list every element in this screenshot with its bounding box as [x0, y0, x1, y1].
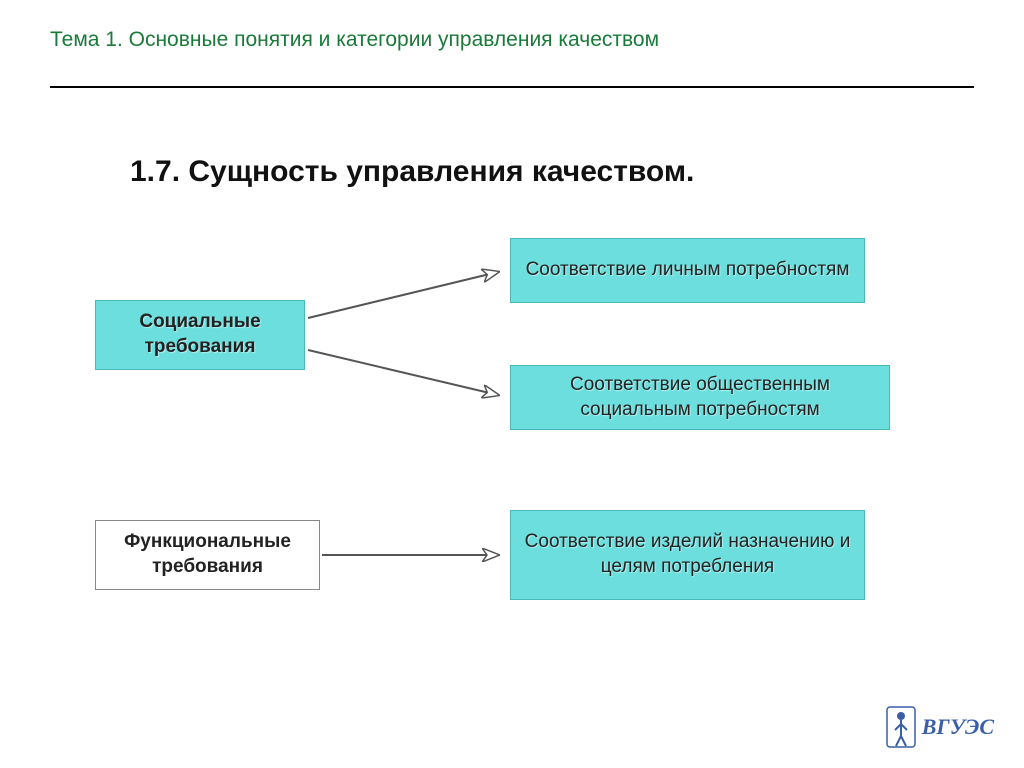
box-functional-requirements: Функциональные требования [95, 520, 320, 590]
logo: ВГУЭС [886, 706, 994, 748]
header: Тема 1. Основные понятия и категории упр… [0, 0, 1024, 62]
box-public-needs: Соответствие общественным социальным пот… [510, 365, 890, 430]
header-divider [50, 86, 974, 88]
logo-icon [886, 706, 916, 748]
box-social-requirements: Социальные требования [95, 300, 305, 370]
section-heading: 1.7. Сущность управления качеством. [130, 155, 694, 189]
box-products-purpose: Соответствие изделий назначению и целям … [510, 510, 865, 600]
logo-text: ВГУЭС [922, 714, 994, 740]
box-personal-needs: Соответствие личным потребностям [510, 238, 865, 303]
page-subtitle: Тема 1. Основные понятия и категории упр… [50, 28, 974, 52]
